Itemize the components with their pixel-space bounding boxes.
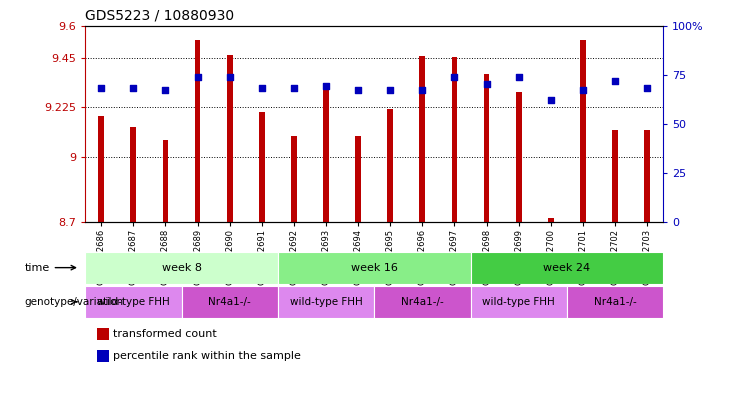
Bar <box>355 136 361 222</box>
Point <box>545 97 556 103</box>
Point <box>127 85 139 92</box>
Text: time: time <box>24 263 76 273</box>
Point <box>192 73 204 80</box>
Bar <box>227 55 233 222</box>
Bar <box>162 140 168 222</box>
Bar <box>195 40 201 222</box>
Point <box>448 73 460 80</box>
Text: week 24: week 24 <box>543 263 591 273</box>
Bar <box>451 57 457 222</box>
Bar <box>182 286 278 318</box>
Text: Nr4a1-/-: Nr4a1-/- <box>401 297 444 307</box>
Text: Nr4a1-/-: Nr4a1-/- <box>208 297 251 307</box>
Point <box>513 73 525 80</box>
Text: percentile rank within the sample: percentile rank within the sample <box>113 351 301 361</box>
Point <box>481 81 493 88</box>
Bar <box>644 130 650 222</box>
Text: wild-type FHH: wild-type FHH <box>482 297 555 307</box>
Bar <box>97 350 110 362</box>
Bar <box>419 56 425 222</box>
Bar <box>278 252 471 284</box>
Bar <box>85 286 182 318</box>
Bar <box>97 328 110 340</box>
Bar <box>567 286 663 318</box>
Text: week 16: week 16 <box>350 263 398 273</box>
Text: week 8: week 8 <box>162 263 202 273</box>
Bar <box>85 252 278 284</box>
Point <box>577 87 589 94</box>
Bar <box>471 286 567 318</box>
Text: GDS5223 / 10880930: GDS5223 / 10880930 <box>85 9 234 23</box>
Bar <box>548 218 554 222</box>
Point <box>256 85 268 92</box>
Bar <box>278 286 374 318</box>
Bar <box>99 116 104 222</box>
Point <box>352 87 364 94</box>
Point <box>288 85 300 92</box>
Bar <box>323 87 329 222</box>
Point <box>96 85 107 92</box>
Bar <box>130 127 136 222</box>
Point <box>385 87 396 94</box>
Bar <box>374 286 471 318</box>
Text: wild-type FHH: wild-type FHH <box>290 297 362 307</box>
Bar <box>484 73 490 222</box>
Point <box>320 83 332 90</box>
Point <box>609 77 621 84</box>
Bar <box>291 136 297 222</box>
Bar <box>612 130 618 222</box>
Text: wild-type FHH: wild-type FHH <box>97 297 170 307</box>
Bar <box>259 112 265 222</box>
Point <box>224 73 236 80</box>
Bar <box>471 252 663 284</box>
Point <box>159 87 171 94</box>
Bar <box>388 108 393 222</box>
Point <box>641 85 653 92</box>
Bar <box>516 92 522 222</box>
Text: Nr4a1-/-: Nr4a1-/- <box>594 297 637 307</box>
Point <box>416 87 428 94</box>
Text: transformed count: transformed count <box>113 329 216 339</box>
Bar <box>580 40 586 222</box>
Text: genotype/variation: genotype/variation <box>24 297 124 307</box>
